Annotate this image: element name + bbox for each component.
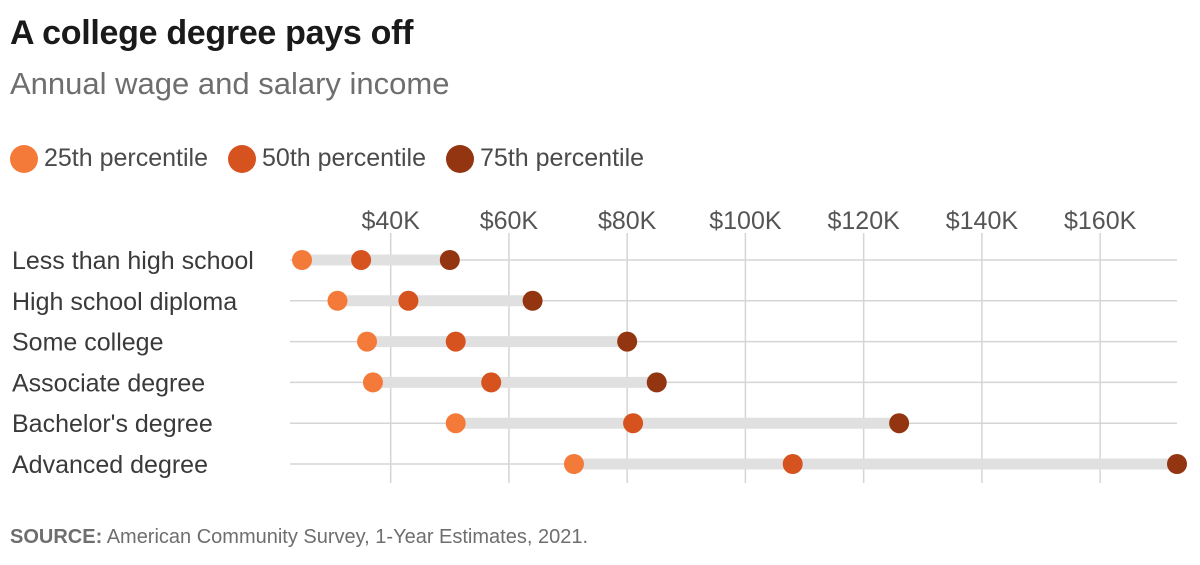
legend-item-25th: 25th percentile (10, 144, 208, 173)
dot-75th (889, 413, 910, 434)
dot-50th (623, 413, 644, 434)
category-label: Less than high school (12, 247, 254, 275)
dot-75th (439, 250, 460, 270)
x-tick-label: $60K (480, 207, 539, 235)
x-tick-label: $100K (709, 207, 782, 235)
legend-label-50th: 50th percentile (262, 144, 427, 172)
chart-subtitle: Annual wage and salary income (10, 66, 450, 101)
dot-50th (782, 454, 803, 474)
dot-25th (362, 372, 383, 393)
legend-swatch-25th (10, 144, 38, 173)
legend-label-75th: 75th percentile (480, 144, 645, 172)
legend-label-25th: 25th percentile (44, 144, 209, 172)
x-tick-label: $40K (361, 207, 420, 235)
source-label: SOURCE: (10, 526, 103, 548)
category-label: Advanced degree (12, 451, 208, 479)
x-tick-label: $140K (946, 207, 1019, 235)
dot-25th (563, 454, 584, 474)
x-tick-label: $160K (1064, 207, 1137, 235)
chart-title: A college degree pays off (10, 14, 414, 52)
legend-item-75th: 75th percentile (446, 144, 644, 173)
x-tick-label: $120K (828, 207, 901, 235)
dot-25th (357, 331, 378, 352)
legend: 25th percentile 50th percentile 75th per… (10, 144, 664, 173)
category-label: Some college (12, 329, 163, 357)
legend-swatch-50th (228, 144, 257, 173)
dot-75th (617, 331, 638, 352)
dot-50th (481, 372, 502, 393)
legend-swatch-75th (446, 144, 475, 173)
dot-75th (1167, 454, 1187, 474)
dot-75th (522, 290, 543, 311)
dot-50th (445, 331, 466, 352)
source-note: SOURCE: American Community Survey, 1-Yea… (10, 526, 588, 549)
dot-50th (398, 290, 419, 311)
dot-25th (327, 290, 348, 311)
dot-range-chart: $40K $60K $80K $100K $120K $140K $160K Less tha… (12, 207, 1187, 483)
source-text: American Community Survey, 1-Year Estima… (106, 526, 588, 548)
category-label: High school diploma (12, 288, 237, 316)
category-label: Bachelor's degree (12, 410, 213, 438)
category-label: Associate degree (12, 369, 205, 397)
dot-75th (646, 372, 667, 393)
legend-item-50th: 50th percentile (228, 144, 426, 173)
dot-25th (445, 413, 466, 434)
dot-50th (351, 250, 372, 270)
dot-25th (292, 250, 312, 270)
x-tick-label: $80K (598, 207, 657, 235)
